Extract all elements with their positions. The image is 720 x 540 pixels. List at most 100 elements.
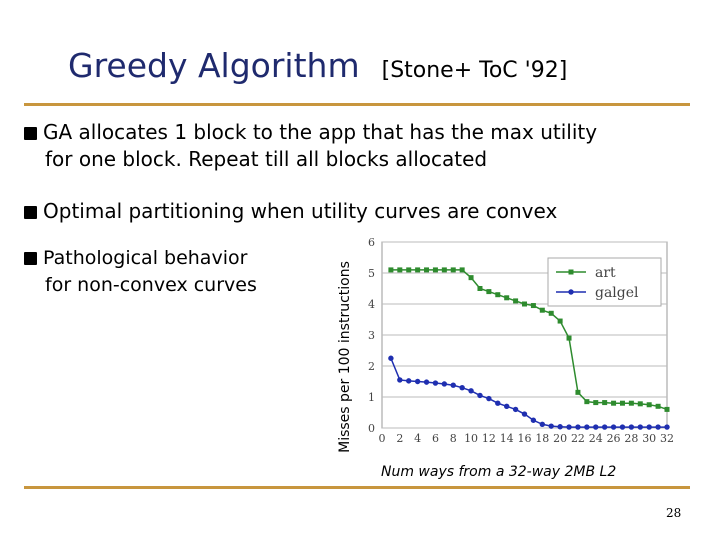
bullet-square-icon bbox=[24, 127, 37, 140]
data-point-galgel bbox=[584, 424, 590, 430]
data-point-art bbox=[450, 267, 456, 273]
x-tick-label: 26 bbox=[607, 432, 621, 445]
bullet-text: Pathological behavior bbox=[43, 247, 248, 269]
data-point-galgel bbox=[557, 424, 563, 430]
data-point-galgel bbox=[548, 423, 554, 429]
slide-reference: [Stone+ ToC '92] bbox=[381, 58, 568, 83]
data-point-galgel bbox=[619, 424, 626, 430]
data-point-galgel bbox=[628, 424, 635, 430]
data-point-galgel bbox=[593, 424, 599, 430]
data-point-art bbox=[548, 310, 554, 316]
data-point-galgel bbox=[388, 355, 394, 361]
data-point-galgel bbox=[397, 377, 403, 383]
x-tick-label: 0 bbox=[379, 432, 386, 445]
data-point-art bbox=[664, 406, 670, 412]
data-point-art bbox=[495, 292, 501, 298]
data-point-art bbox=[415, 267, 421, 273]
data-point-art bbox=[575, 389, 581, 395]
data-point-galgel bbox=[601, 424, 608, 430]
data-point-galgel bbox=[610, 424, 617, 430]
y-tick-label: 6 bbox=[368, 236, 375, 249]
data-point-galgel bbox=[450, 382, 456, 388]
bottom-divider bbox=[24, 486, 690, 489]
y-tick-label: 3 bbox=[368, 329, 375, 342]
data-point-art bbox=[539, 307, 545, 313]
data-point-art bbox=[486, 289, 492, 295]
legend-label-art: art bbox=[595, 265, 616, 281]
x-tick-label: 14 bbox=[500, 432, 514, 445]
bullet-square-icon bbox=[24, 206, 37, 219]
x-tick-label: 2 bbox=[396, 432, 403, 445]
data-point-art bbox=[602, 400, 608, 406]
data-point-galgel bbox=[521, 411, 528, 417]
top-divider bbox=[24, 103, 690, 106]
y-tick-label: 2 bbox=[368, 360, 375, 373]
data-point-galgel bbox=[575, 424, 581, 430]
data-point-art bbox=[424, 267, 430, 273]
data-point-art bbox=[584, 399, 590, 405]
data-point-art bbox=[459, 267, 465, 273]
data-point-art bbox=[477, 286, 483, 291]
data-point-galgel bbox=[477, 392, 483, 399]
x-tick-label: 16 bbox=[518, 432, 532, 445]
data-point-art bbox=[522, 301, 527, 307]
data-point-art bbox=[566, 335, 572, 341]
bullet-text: Optimal partitioning when utility curves… bbox=[43, 199, 558, 223]
legend-marker-galgel bbox=[568, 289, 574, 295]
x-tick-label: 32 bbox=[660, 432, 674, 445]
data-point-galgel bbox=[459, 385, 465, 391]
data-point-art bbox=[557, 318, 563, 324]
x-tick-label: 18 bbox=[535, 432, 549, 445]
x-tick-label: 24 bbox=[589, 432, 603, 445]
chart-y-axis-label: Misses per 100 instructions bbox=[337, 261, 353, 453]
data-point-art bbox=[530, 303, 536, 309]
bullet-text: GA allocates 1 block to the app that has… bbox=[43, 120, 598, 144]
data-point-galgel bbox=[566, 424, 572, 430]
data-point-galgel bbox=[503, 403, 510, 409]
data-point-galgel bbox=[539, 421, 546, 427]
data-point-art bbox=[655, 403, 661, 409]
data-point-art bbox=[441, 267, 447, 273]
data-point-galgel bbox=[432, 380, 439, 386]
data-point-art bbox=[432, 267, 438, 273]
data-point-art bbox=[468, 275, 474, 281]
x-tick-label: 22 bbox=[571, 432, 585, 445]
bullet-convex: Optimal partitioning when utility curves… bbox=[24, 198, 557, 225]
bullet-greedy: GA allocates 1 block to the app that has… bbox=[24, 119, 597, 173]
data-point-art bbox=[637, 401, 643, 407]
bullet-square-icon bbox=[24, 252, 37, 265]
bullet-text-continued: for one block. Repeat till all blocks al… bbox=[45, 147, 488, 171]
legend-box bbox=[547, 257, 662, 307]
chart-x-axis-label: Num ways from a 32-way 2MB L2 bbox=[381, 464, 617, 480]
data-point-art bbox=[513, 298, 519, 304]
x-tick-label: 12 bbox=[482, 432, 496, 445]
data-point-galgel bbox=[495, 400, 501, 406]
data-point-art bbox=[388, 267, 394, 273]
data-point-art bbox=[628, 400, 634, 406]
data-point-art bbox=[593, 400, 599, 406]
data-point-art bbox=[406, 267, 412, 273]
y-tick-label: 0 bbox=[368, 422, 375, 435]
data-point-galgel bbox=[486, 395, 492, 402]
y-tick-label: 4 bbox=[368, 298, 375, 311]
y-tick-label: 5 bbox=[368, 267, 375, 280]
x-tick-label: 8 bbox=[450, 432, 457, 445]
slide-title-row: Greedy Algorithm [Stone+ ToC '92] bbox=[68, 46, 567, 86]
y-tick-label: 1 bbox=[368, 391, 375, 404]
data-point-galgel bbox=[512, 406, 519, 413]
data-point-galgel bbox=[441, 381, 448, 387]
data-point-galgel bbox=[637, 424, 643, 430]
page-number: 28 bbox=[666, 506, 682, 520]
x-tick-label: 20 bbox=[553, 432, 567, 445]
data-point-galgel bbox=[414, 378, 421, 385]
data-point-galgel bbox=[664, 424, 670, 430]
data-point-art bbox=[646, 402, 652, 408]
x-tick-label: 4 bbox=[414, 432, 421, 445]
legend-label-galgel: galgel bbox=[595, 285, 639, 301]
data-point-galgel bbox=[423, 379, 430, 385]
x-tick-label: 10 bbox=[464, 432, 478, 445]
data-point-art bbox=[397, 267, 403, 273]
data-point-art bbox=[619, 400, 625, 406]
data-point-art bbox=[611, 400, 617, 406]
